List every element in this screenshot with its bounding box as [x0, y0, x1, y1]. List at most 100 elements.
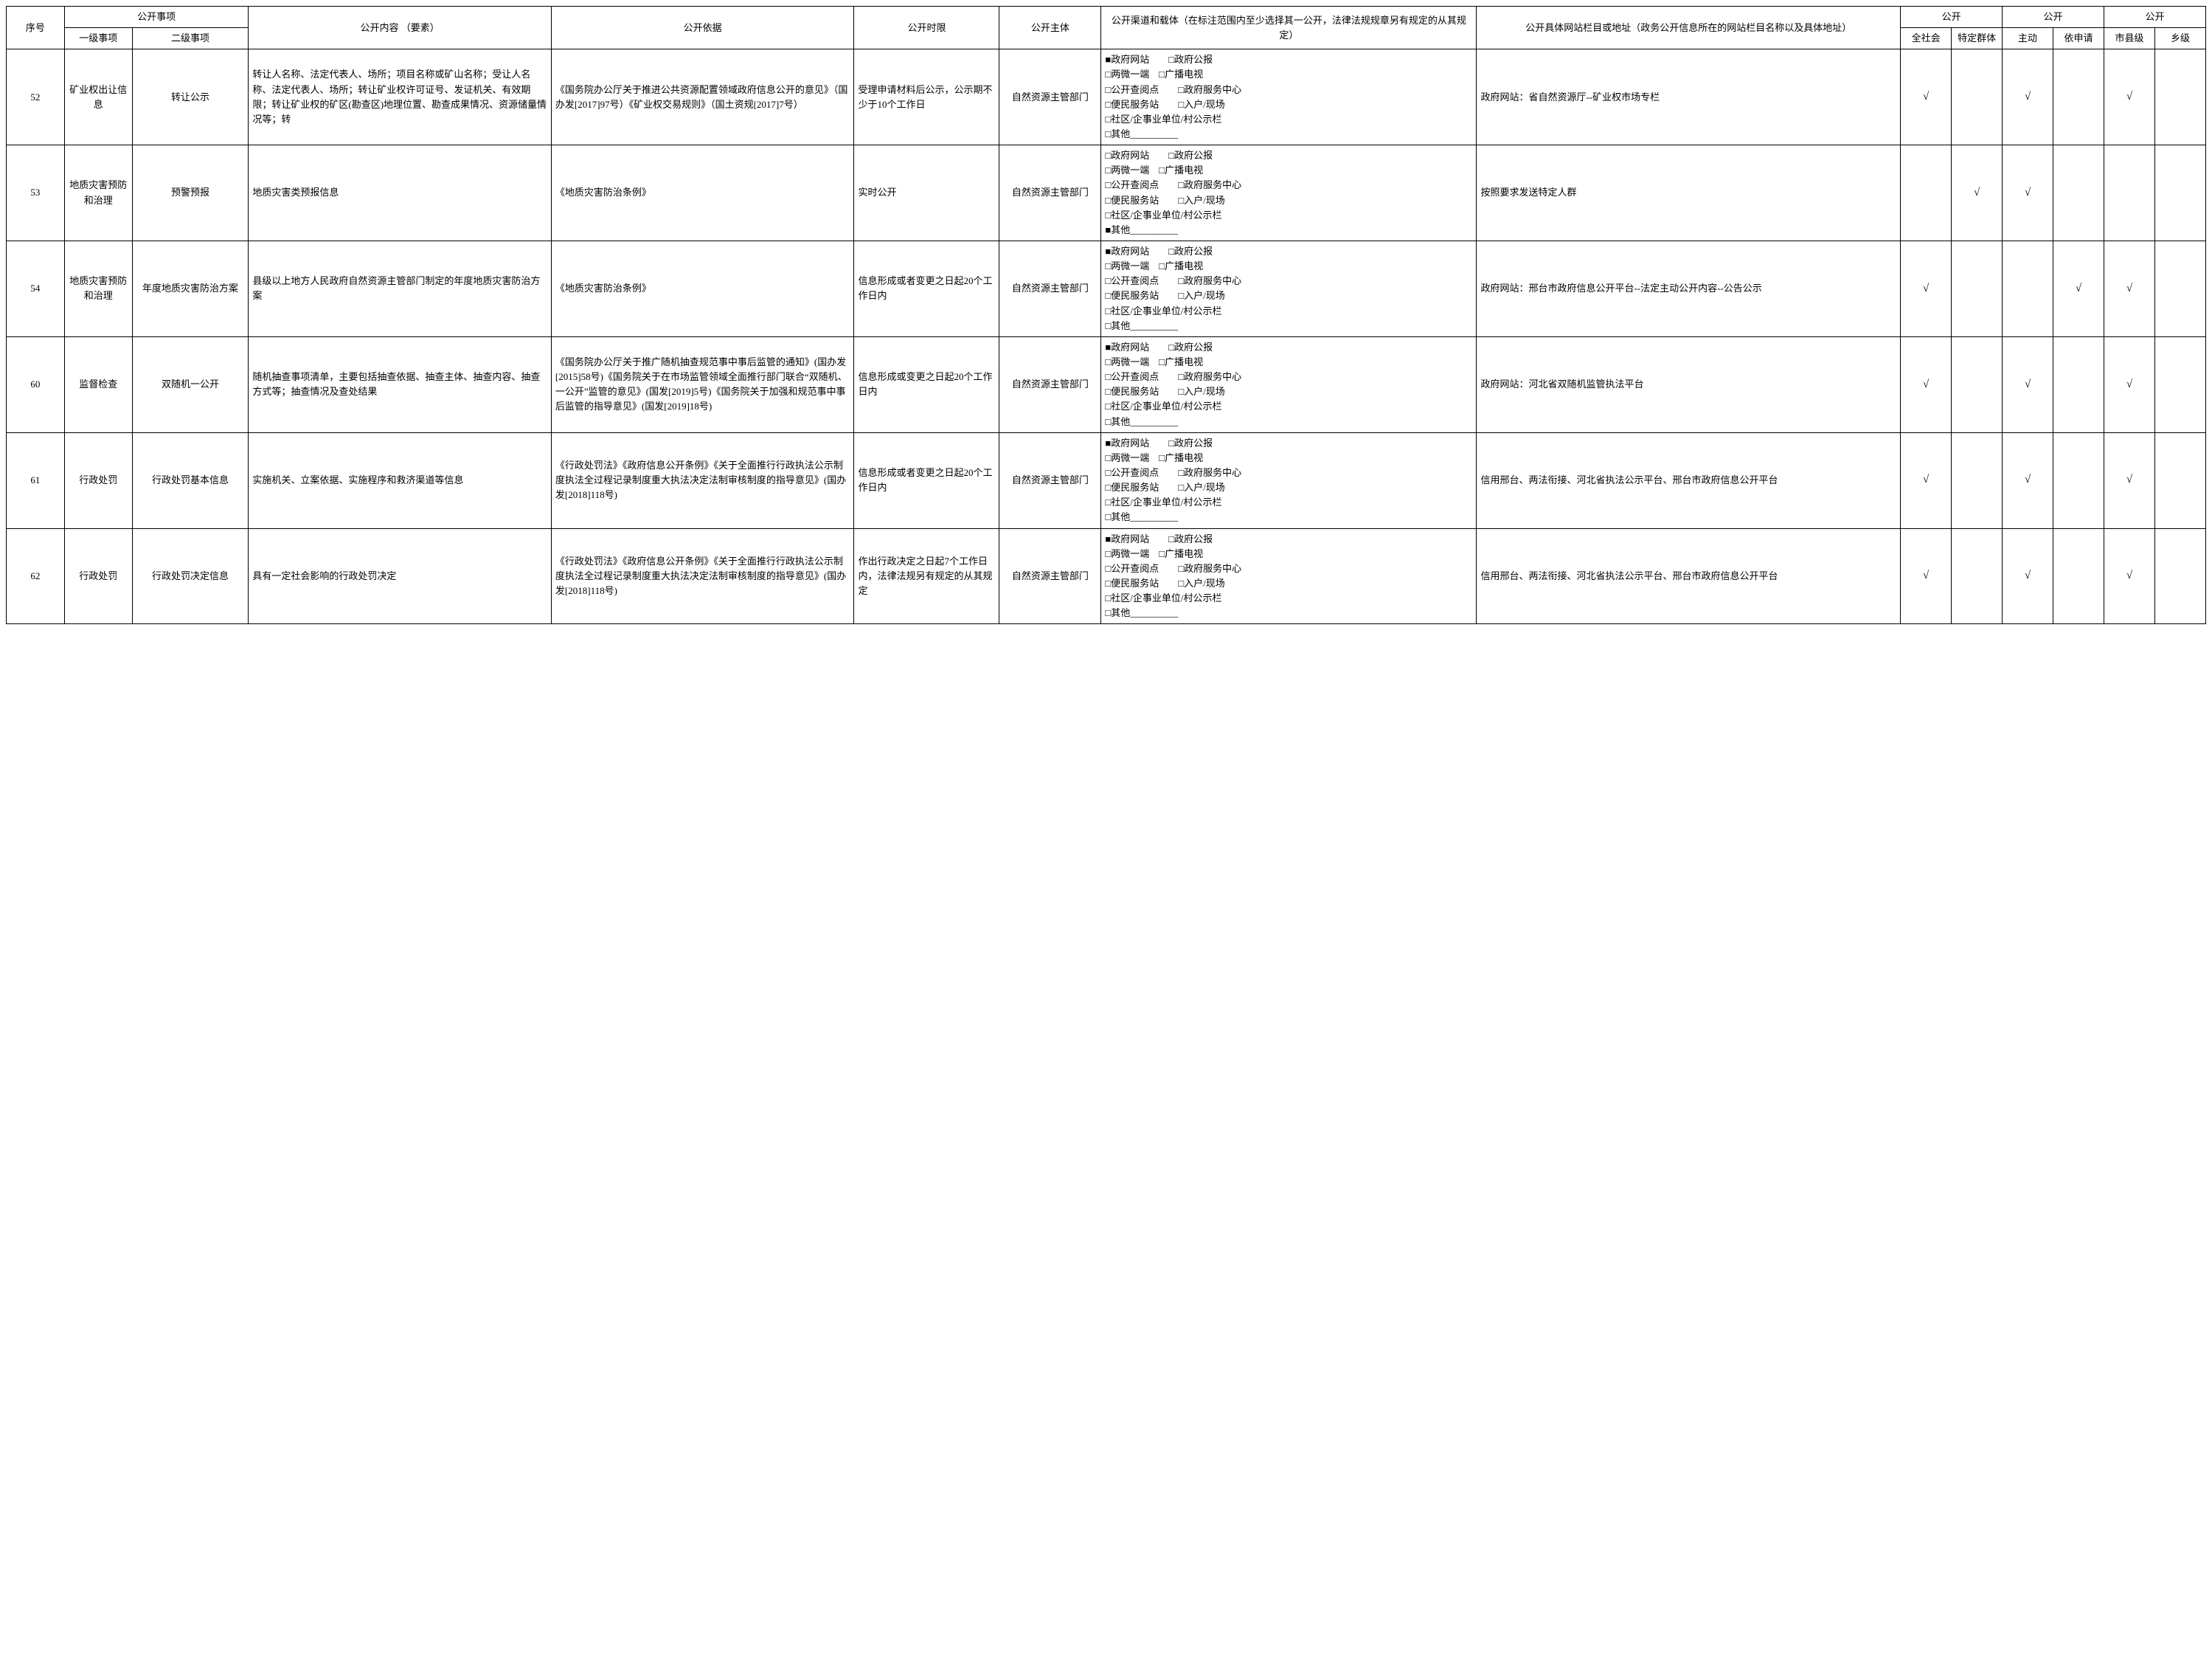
cell-check-1: √	[1952, 145, 2003, 241]
cell-channel: ■政府网站 □政府公报 □两微一端 □广播电视 □公开查阅点 □政府服务中心 □…	[1101, 49, 1477, 145]
table-row: 62行政处罚行政处罚决定信息具有一定社会影响的行政处罚决定《行政处罚法》《政府信…	[7, 528, 2206, 624]
cell-content: 实施机关、立案依据、实施程序和救济渠道等信息	[249, 432, 552, 528]
cell-seq: 62	[7, 528, 65, 624]
cell-channel: ■政府网站 □政府公报 □两微一端 □广播电视 □公开查阅点 □政府服务中心 □…	[1101, 336, 1477, 432]
cell-check-2: √	[2003, 432, 2053, 528]
cell-basis: 《地质灾害防治条例》	[551, 145, 854, 241]
cell-lvl1: 地质灾害预防和治理	[64, 241, 132, 336]
header-matters: 公开事项	[64, 7, 249, 28]
cell-check-5	[2154, 528, 2205, 624]
cell-subject: 自然资源主管部门	[999, 49, 1101, 145]
cell-site: 信用邢台、两法衔接、河北省执法公示平台、邢台市政府信息公开平台	[1477, 528, 1901, 624]
cell-time: 信息形成或变更之日起20个工作日内	[854, 336, 999, 432]
cell-site: 政府网站：邢台市政府信息公开平台--法定主动公开内容--公告公示	[1477, 241, 1901, 336]
cell-subject: 自然资源主管部门	[999, 241, 1101, 336]
cell-check-4: √	[2104, 528, 2154, 624]
cell-check-5	[2154, 145, 2205, 241]
cell-content: 地质灾害类预报信息	[249, 145, 552, 241]
cell-lvl1: 矿业权出让信息	[64, 49, 132, 145]
header-content: 公开内容 （要素）	[249, 7, 552, 49]
cell-check-1	[1952, 241, 2003, 336]
cell-check-5	[2154, 432, 2205, 528]
header-gk1: 公开	[1901, 7, 2003, 28]
cell-check-0: √	[1901, 432, 1952, 528]
cell-channel: □政府网站 □政府公报 □两微一端 □广播电视 □公开查阅点 □政府服务中心 □…	[1101, 145, 1477, 241]
cell-check-2: √	[2003, 336, 2053, 432]
cell-site: 政府网站：省自然资源厅--矿业权市场专栏	[1477, 49, 1901, 145]
cell-lvl2: 行政处罚决定信息	[132, 528, 249, 624]
header-gk2: 公开	[2003, 7, 2104, 28]
header-channel: 公开渠道和载体（在标注范围内至少选择其一公开，法律法规规章另有规定的从其规定）	[1101, 7, 1477, 49]
cell-check-3	[2053, 49, 2104, 145]
cell-check-2: √	[2003, 145, 2053, 241]
header-ck5: 市县级	[2104, 28, 2154, 49]
header-time: 公开时限	[854, 7, 999, 49]
cell-subject: 自然资源主管部门	[999, 432, 1101, 528]
cell-check-0	[1901, 145, 1952, 241]
cell-check-0: √	[1901, 336, 1952, 432]
header-ck2: 特定群体	[1952, 28, 2003, 49]
cell-subject: 自然资源主管部门	[999, 528, 1101, 624]
cell-basis: 《行政处罚法》《政府信息公开条例》《关于全面推行行政执法公示制度执法全过程记录制…	[551, 432, 854, 528]
cell-basis: 《国务院办公厅关于推进公共资源配置领域政府信息公开的意见》（国办发[2017]9…	[551, 49, 854, 145]
cell-subject: 自然资源主管部门	[999, 336, 1101, 432]
cell-channel: ■政府网站 □政府公报 □两微一端 □广播电视 □公开查阅点 □政府服务中心 □…	[1101, 432, 1477, 528]
cell-check-3: √	[2053, 241, 2104, 336]
cell-basis: 《国务院办公厅关于推广随机抽查规范事中事后监管的通知》(国办发[2015]58号…	[551, 336, 854, 432]
cell-lvl1: 行政处罚	[64, 432, 132, 528]
cell-check-3	[2053, 336, 2104, 432]
cell-check-2: √	[2003, 49, 2053, 145]
cell-check-5	[2154, 336, 2205, 432]
cell-lvl2: 年度地质灾害防治方案	[132, 241, 249, 336]
header-gk3: 公开	[2104, 7, 2205, 28]
header-basis: 公开依据	[551, 7, 854, 49]
cell-check-0: √	[1901, 528, 1952, 624]
cell-lvl1: 行政处罚	[64, 528, 132, 624]
cell-subject: 自然资源主管部门	[999, 145, 1101, 241]
header-subject: 公开主体	[999, 7, 1101, 49]
table-body: 52矿业权出让信息转让公示转让人名称、法定代表人、场所；项目名称或矿山名称；受让…	[7, 49, 2206, 624]
table-row: 54地质灾害预防和治理年度地质灾害防治方案县级以上地方人民政府自然资源主管部门制…	[7, 241, 2206, 336]
cell-basis: 《行政处罚法》《政府信息公开条例》《关于全面推行行政执法公示制度执法全过程记录制…	[551, 528, 854, 624]
header-ck1: 全社会	[1901, 28, 1952, 49]
cell-lvl2: 双随机一公开	[132, 336, 249, 432]
cell-check-3	[2053, 528, 2104, 624]
cell-seq: 53	[7, 145, 65, 241]
cell-check-2: √	[2003, 528, 2053, 624]
cell-check-4: √	[2104, 49, 2154, 145]
table-row: 60监督检查双随机一公开随机抽查事项清单，主要包括抽查依据、抽查主体、抽查内容、…	[7, 336, 2206, 432]
cell-check-4: √	[2104, 432, 2154, 528]
cell-content: 转让人名称、法定代表人、场所；项目名称或矿山名称；受让人名称、法定代表人、场所；…	[249, 49, 552, 145]
cell-content: 随机抽查事项清单，主要包括抽查依据、抽查主体、抽查内容、抽查方式等；抽查情况及查…	[249, 336, 552, 432]
table-row: 61行政处罚行政处罚基本信息实施机关、立案依据、实施程序和救济渠道等信息《行政处…	[7, 432, 2206, 528]
cell-seq: 61	[7, 432, 65, 528]
header-site: 公开具体网站栏目或地址（政务公开信息所在的网站栏目名称以及具体地址）	[1477, 7, 1901, 49]
table-row: 52矿业权出让信息转让公示转让人名称、法定代表人、场所；项目名称或矿山名称；受让…	[7, 49, 2206, 145]
cell-check-5	[2154, 49, 2205, 145]
header-lvl2: 二级事项	[132, 28, 249, 49]
cell-basis: 《地质灾害防治条例》	[551, 241, 854, 336]
cell-site: 信用邢台、两法衔接、河北省执法公示平台、邢台市政府信息公开平台	[1477, 432, 1901, 528]
cell-check-4	[2104, 145, 2154, 241]
cell-channel: ■政府网站 □政府公报 □两微一端 □广播电视 □公开查阅点 □政府服务中心 □…	[1101, 241, 1477, 336]
cell-check-3	[2053, 145, 2104, 241]
table-header: 序号 公开事项 公开内容 （要素） 公开依据 公开时限 公开主体 公开渠道和载体…	[7, 7, 2206, 49]
cell-content: 县级以上地方人民政府自然资源主管部门制定的年度地质灾害防治方案	[249, 241, 552, 336]
cell-channel: ■政府网站 □政府公报 □两微一端 □广播电视 □公开查阅点 □政府服务中心 □…	[1101, 528, 1477, 624]
header-seq: 序号	[7, 7, 65, 49]
cell-time: 信息形成或者变更之日起20个工作日内	[854, 241, 999, 336]
cell-check-2	[2003, 241, 2053, 336]
cell-lvl1: 地质灾害预防和治理	[64, 145, 132, 241]
cell-check-1	[1952, 49, 2003, 145]
cell-check-1	[1952, 432, 2003, 528]
cell-seq: 52	[7, 49, 65, 145]
cell-content: 具有一定社会影响的行政处罚决定	[249, 528, 552, 624]
cell-lvl2: 行政处罚基本信息	[132, 432, 249, 528]
cell-lvl2: 预警预报	[132, 145, 249, 241]
cell-check-5	[2154, 241, 2205, 336]
cell-lvl1: 监督检查	[64, 336, 132, 432]
cell-time: 受理申请材料后公示，公示期不少于10个工作日	[854, 49, 999, 145]
cell-check-3	[2053, 432, 2104, 528]
cell-site: 按照要求发送特定人群	[1477, 145, 1901, 241]
cell-site: 政府网站：河北省双随机监管执法平台	[1477, 336, 1901, 432]
